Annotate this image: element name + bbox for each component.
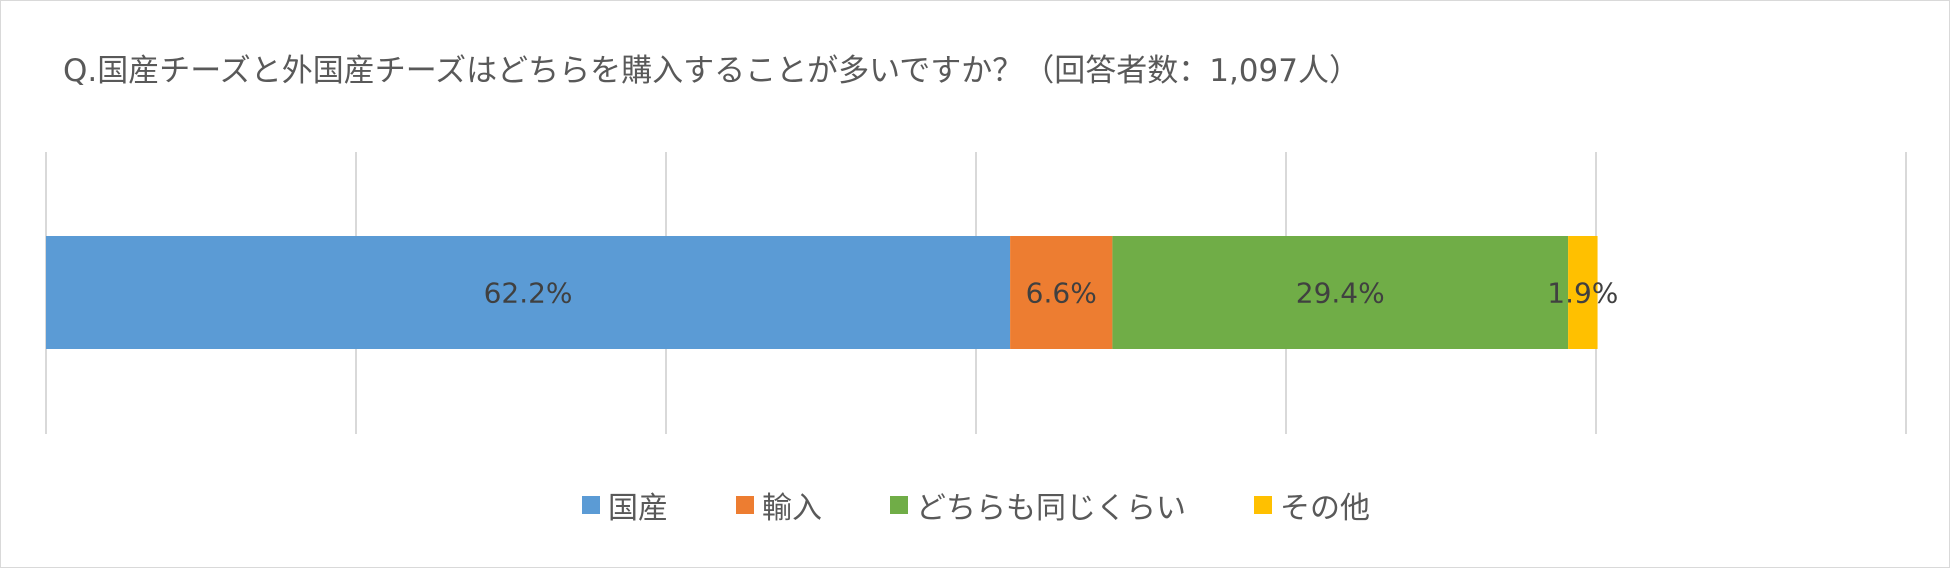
legend-label: 国産: [608, 491, 668, 526]
data-label-1: 62.2%: [484, 277, 573, 310]
bar-segment-4: [1568, 236, 1598, 349]
chart-title: Q.国産チーズと外国産チーズはどちらを購入することが多いですか？（回答者数：1,…: [63, 53, 1360, 89]
legend-swatch: [736, 496, 754, 514]
legend-swatch: [890, 496, 908, 514]
data-label-3: 29.4%: [1296, 277, 1385, 310]
legend-item-4: その他: [1254, 483, 1370, 527]
legend-item-2: 輸入: [736, 483, 822, 527]
bar-segment-2: [1010, 236, 1113, 349]
legend-item-3: どちらも同じくらい: [890, 483, 1186, 527]
legend: 国産 輸入 どちらも同じくらい その他: [1, 483, 1950, 527]
legend-item-1: 国産: [582, 483, 668, 527]
legend-label: その他: [1280, 491, 1370, 526]
data-label-4: 1.9%: [1547, 277, 1618, 310]
bar-segments: [46, 236, 1598, 349]
legend-label: どちらも同じくらい: [916, 491, 1186, 526]
legend-label: 輸入: [762, 491, 822, 526]
bar-segment-3: [1112, 236, 1569, 349]
legend-swatch: [1254, 496, 1272, 514]
data-label-2: 6.6%: [1026, 277, 1097, 310]
data-labels: 62.2% 6.6% 29.4% 1.9%: [484, 277, 1619, 310]
bar-segment-1: [46, 236, 1011, 349]
legend-swatch: [582, 496, 600, 514]
